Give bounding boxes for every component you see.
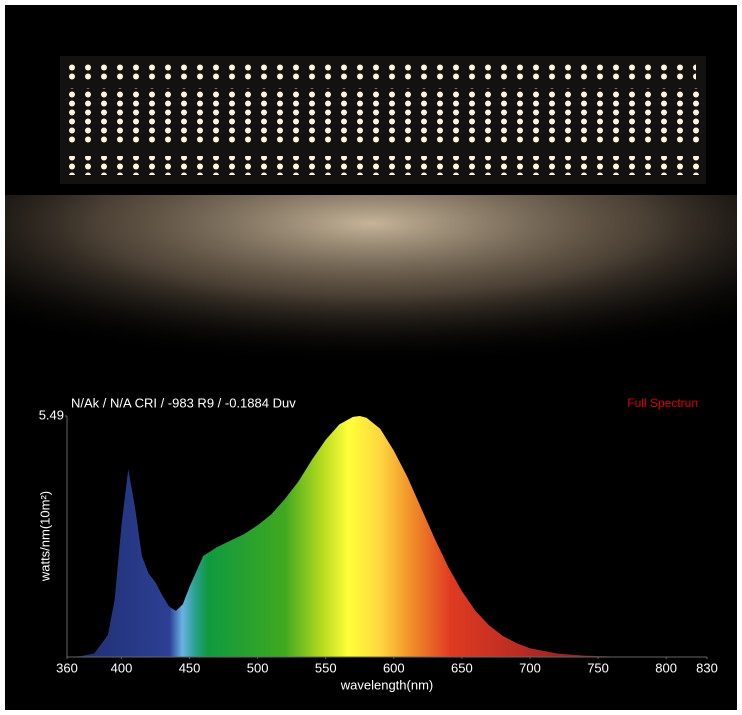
light-glow	[5, 195, 737, 385]
x-tick-label: 600	[383, 660, 405, 675]
x-axis-label: wavelength(nm)	[340, 677, 434, 692]
y-axis-label: watts/nm(10m²)	[37, 491, 52, 582]
x-tick-label: 700	[519, 660, 541, 675]
x-tick-label: 750	[587, 660, 609, 675]
led-row	[62, 62, 696, 80]
x-tick-label: 800	[655, 660, 677, 675]
x-tick-label: 550	[315, 660, 337, 675]
y-tick-label: 5.49	[39, 407, 64, 422]
x-tick-label: 400	[111, 660, 133, 675]
x-tick-label: 450	[179, 660, 201, 675]
led-row	[62, 156, 702, 175]
chart-title: N/Ak / N/A CRI / -983 R9 / -0.1884 Duv	[71, 395, 296, 410]
led-row	[62, 88, 702, 144]
annotation: Full Spectrun	[627, 396, 698, 410]
x-tick-label: 650	[451, 660, 473, 675]
x-tick-label: 500	[247, 660, 269, 675]
spectrum-area	[67, 416, 707, 657]
x-tick-label: 830	[696, 660, 718, 675]
x-tick-label: 360	[56, 660, 78, 675]
